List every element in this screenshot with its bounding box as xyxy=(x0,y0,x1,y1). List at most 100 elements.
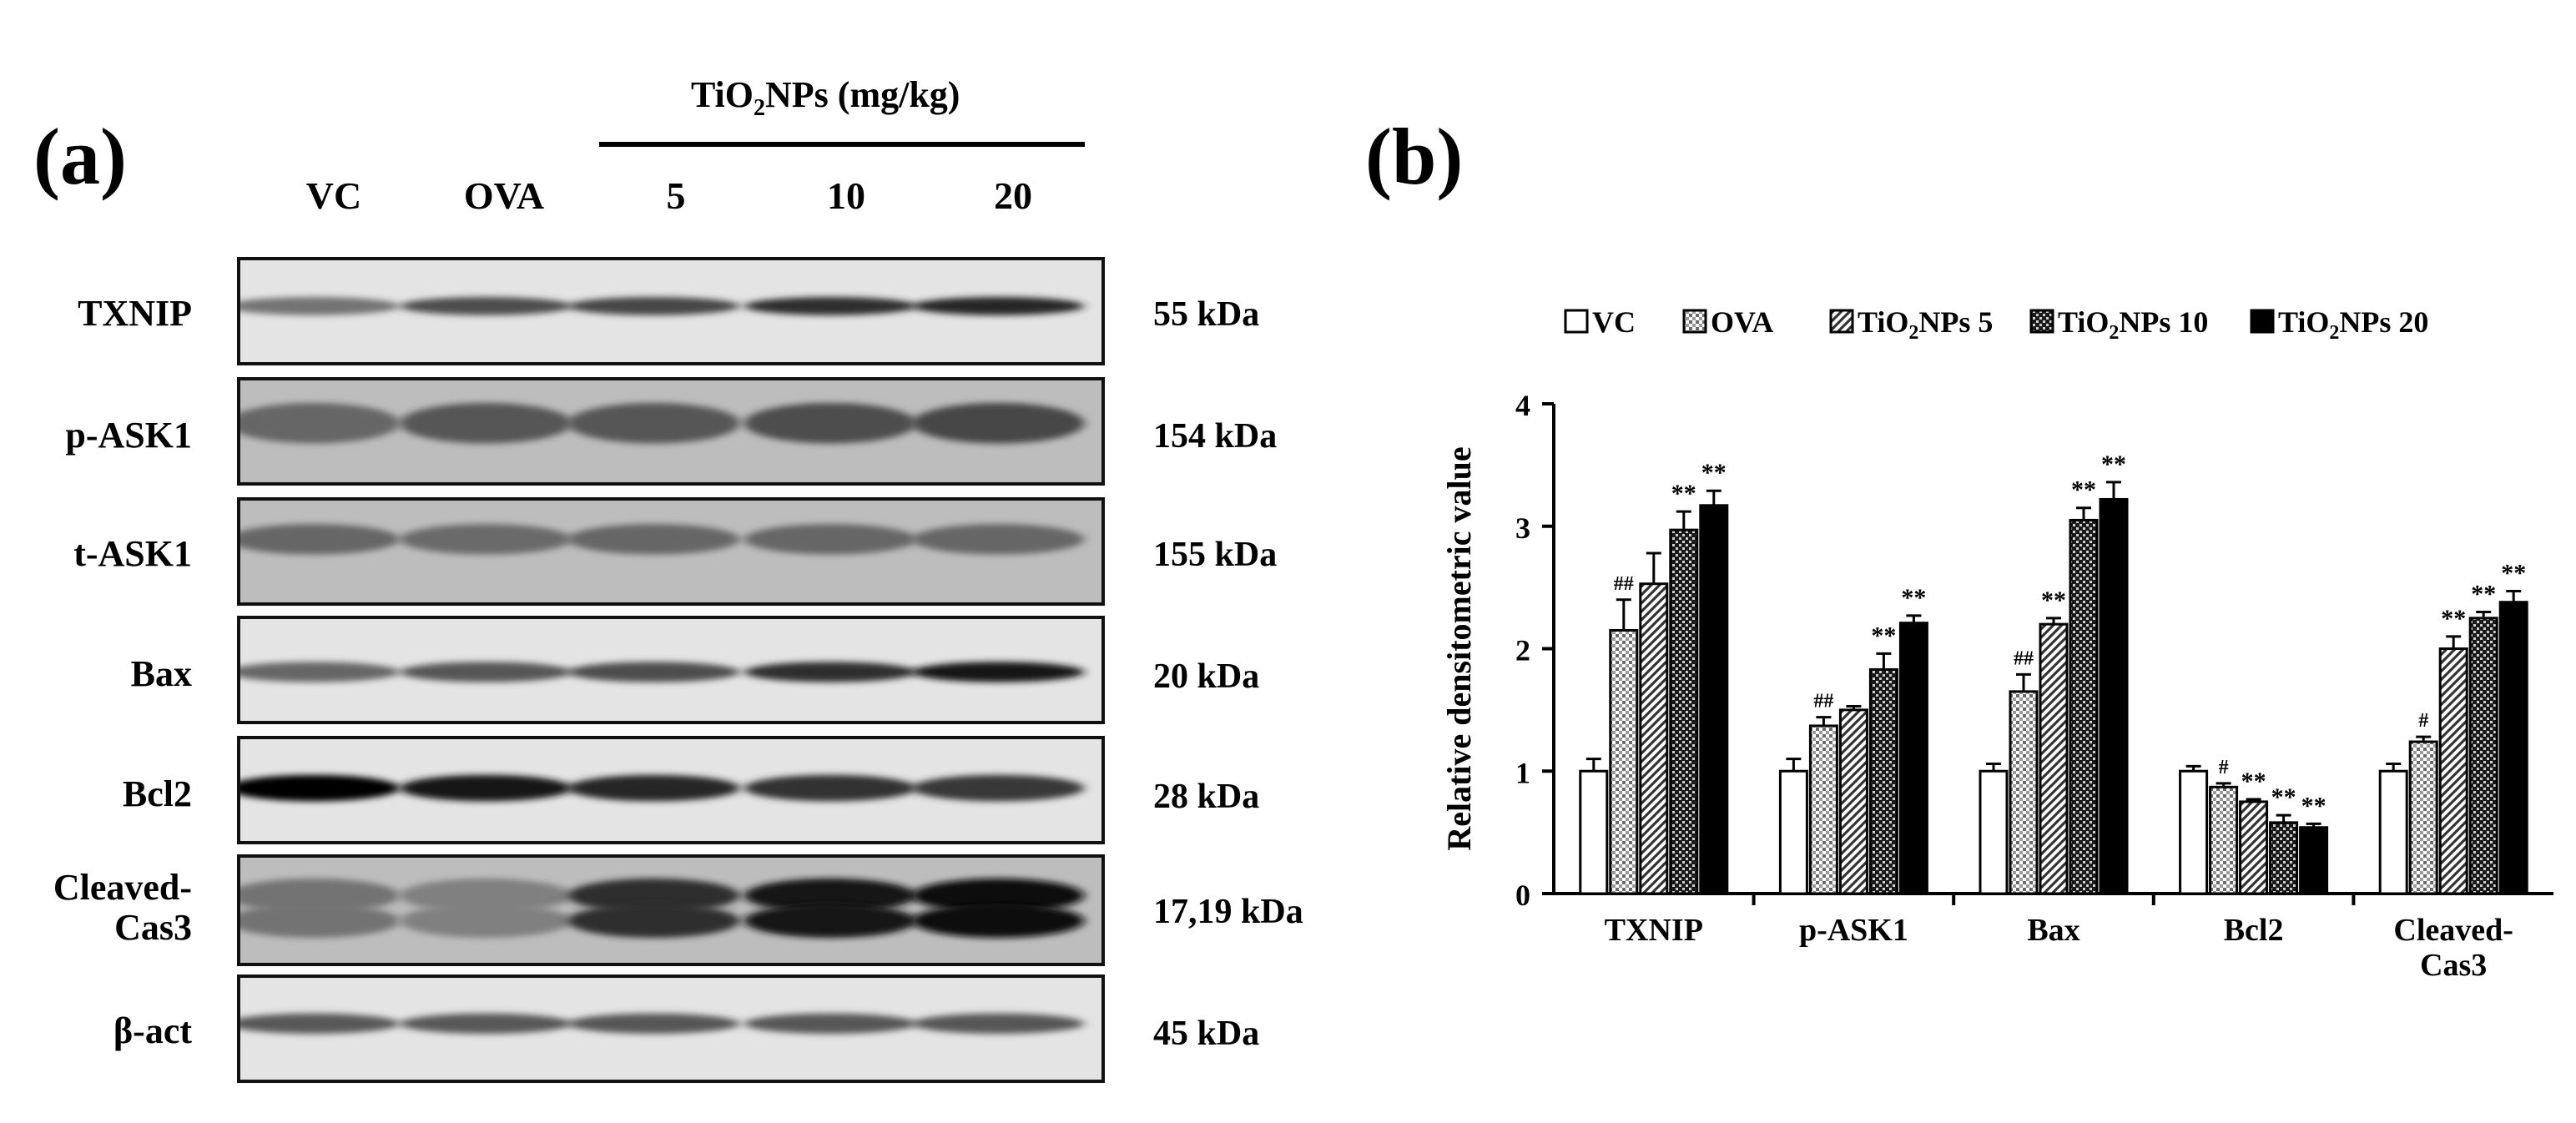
bar xyxy=(2099,497,2129,895)
bar xyxy=(1609,628,1639,895)
blot-band xyxy=(911,1013,1085,1035)
bar xyxy=(2299,826,2329,895)
blot-band xyxy=(399,662,572,682)
bar xyxy=(2498,601,2528,895)
significance-mark: ** xyxy=(2071,476,2096,504)
blot-band xyxy=(911,524,1085,555)
bar xyxy=(2468,617,2498,895)
kda-label-cleaved-cas3: 17,19 kDa xyxy=(1153,893,1303,931)
blot-strip-beta-actin xyxy=(237,974,1105,1083)
row-label-cleaved-cas3: Cleaved- Cas3 xyxy=(53,867,192,949)
bar xyxy=(2378,769,2408,895)
blot-band xyxy=(240,904,400,939)
bar xyxy=(1838,708,1868,895)
blot-band xyxy=(567,774,740,802)
blot-band xyxy=(240,662,400,682)
significance-mark: ** xyxy=(2501,560,2526,587)
y-tick-label: 1 xyxy=(1515,756,1530,789)
blot-band xyxy=(240,296,400,315)
blot-strip-t-ask1 xyxy=(237,497,1105,606)
row-label-p-ask1: p-ASK1 xyxy=(65,415,192,456)
legend-swatch xyxy=(1829,309,1854,334)
x-category-label: TXNIP xyxy=(1605,913,1703,948)
blot-band xyxy=(744,296,917,315)
kda-label-t-ask1: 155 kDa xyxy=(1153,536,1278,574)
kda-label-p-ask1: 154 kDa xyxy=(1153,417,1278,456)
x-category-label: p-ASK1 xyxy=(1799,913,1908,948)
significance-mark: # xyxy=(2418,710,2428,732)
significance-mark: ** xyxy=(1671,480,1696,507)
blot-band xyxy=(911,296,1085,315)
bar xyxy=(2179,769,2209,895)
row-label-beta-actin: β-act xyxy=(113,1010,192,1051)
significance-mark: ** xyxy=(2471,580,2496,607)
bar xyxy=(2009,690,2039,895)
significance-mark: ** xyxy=(1871,622,1896,649)
y-tick-label: 2 xyxy=(1515,634,1530,667)
blot-strip-cleaved-cas3 xyxy=(237,854,1105,966)
x-category-label: Cas3 xyxy=(2420,948,2487,983)
legend-swatch xyxy=(1564,309,1589,334)
significance-mark: ## xyxy=(1614,573,1634,595)
blot-band xyxy=(744,904,917,939)
blot-band xyxy=(911,662,1085,682)
lane-label-10: 10 xyxy=(827,174,865,217)
blot-band xyxy=(744,774,917,802)
blot-band xyxy=(240,402,400,444)
legend-label: OVA xyxy=(1711,305,1773,339)
blot-band xyxy=(911,904,1085,939)
blot-band xyxy=(240,1013,400,1035)
blot-band xyxy=(567,1013,740,1035)
blot-band xyxy=(744,878,917,913)
bar xyxy=(1808,724,1838,895)
bar xyxy=(1979,769,2009,895)
blot-band xyxy=(744,402,917,444)
bar xyxy=(2039,622,2069,895)
significance-mark: # xyxy=(2219,757,2229,778)
significance-mark: ** xyxy=(2301,792,2326,819)
blot-band xyxy=(567,662,740,682)
blot-band xyxy=(567,878,740,913)
x-category-label: Bcl2 xyxy=(2224,913,2284,948)
bar xyxy=(2209,785,2239,895)
significance-mark: ** xyxy=(2271,783,2296,811)
significance-mark: ** xyxy=(2101,451,2126,478)
bar xyxy=(1868,667,1898,895)
significance-mark: ## xyxy=(2014,647,2034,669)
chart-bars: ##****##****##******#**** **#****** xyxy=(1579,451,2528,895)
blot-band xyxy=(240,524,400,555)
kda-label-txnip: 55 kDa xyxy=(1153,295,1260,334)
legend-label: TiO2NPs 20 xyxy=(2278,305,2428,344)
bar xyxy=(1778,769,1808,895)
blot-band xyxy=(399,296,572,315)
bar xyxy=(2408,740,2438,895)
blot-band xyxy=(744,524,917,555)
legend-label: VC xyxy=(1592,305,1636,339)
blot-band xyxy=(911,774,1085,802)
legend-label: TiO2NPs 10 xyxy=(2058,305,2208,344)
significance-mark: ** xyxy=(2441,605,2466,632)
blot-strip-p-ask1 xyxy=(237,377,1105,486)
blot-band xyxy=(911,878,1085,913)
chart-legend: VC OVA TiO2NPs 5 TiO2NPs 10 TiO2NPs 20 xyxy=(1564,305,2428,344)
blot-band xyxy=(911,402,1085,444)
blot-band xyxy=(399,904,572,939)
bar xyxy=(1579,769,1609,895)
blot-band xyxy=(399,878,572,913)
lane-label-5: 5 xyxy=(666,174,686,217)
treatment-header: TiO2NPs (mg/kg) xyxy=(691,74,960,121)
legend-swatch xyxy=(2250,309,2275,334)
blot-band xyxy=(567,904,740,939)
legend-label: TiO2NPs 5 xyxy=(1858,305,1993,344)
bar xyxy=(2269,821,2299,895)
y-tick-label: 3 xyxy=(1515,511,1530,545)
row-label-t-ask1: t-ASK1 xyxy=(73,533,192,574)
y-tick-label: 4 xyxy=(1515,389,1530,422)
blot-band xyxy=(567,402,740,444)
significance-mark: ** xyxy=(2241,768,2266,795)
kda-label-bcl2: 28 kDa xyxy=(1153,778,1260,816)
treatment-bracket-line xyxy=(599,142,1085,147)
legend-swatch xyxy=(2029,309,2054,334)
bar xyxy=(1699,504,1729,895)
blot-band xyxy=(399,524,572,555)
